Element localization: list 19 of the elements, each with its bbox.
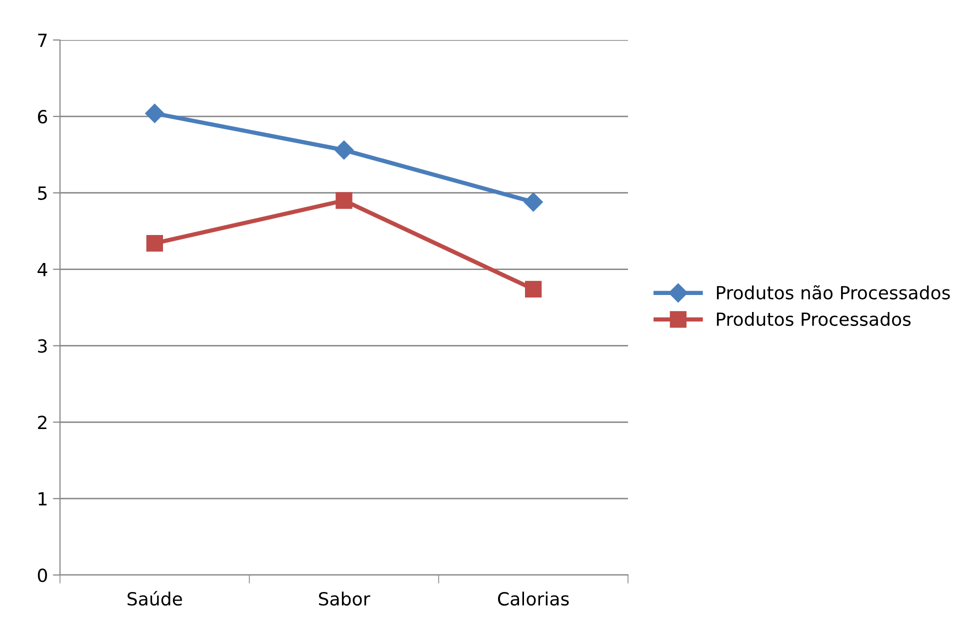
point xyxy=(336,192,352,209)
y-tick-label: 5 xyxy=(38,186,47,200)
y-tick-label: 1 xyxy=(38,492,47,506)
y-tick-label: 4 xyxy=(38,262,48,276)
legend-label: Produtos não Processados xyxy=(716,285,950,300)
y-tick-label: 2 xyxy=(38,416,46,430)
y-tick-label: 7 xyxy=(38,34,47,47)
y-tick-label: 6 xyxy=(38,110,48,124)
point xyxy=(146,234,163,252)
point xyxy=(145,104,164,123)
point xyxy=(334,140,354,160)
legend-label: Produtos Processados xyxy=(716,312,911,326)
x-tick-label: Saúde xyxy=(128,590,182,606)
point xyxy=(524,192,543,212)
x-tick-label: Calorias xyxy=(498,592,569,606)
y-tick-label: 3 xyxy=(38,339,47,353)
point xyxy=(525,280,542,298)
y-tick-label: 0 xyxy=(38,568,47,582)
x-tick-label: Sabor xyxy=(318,592,370,606)
